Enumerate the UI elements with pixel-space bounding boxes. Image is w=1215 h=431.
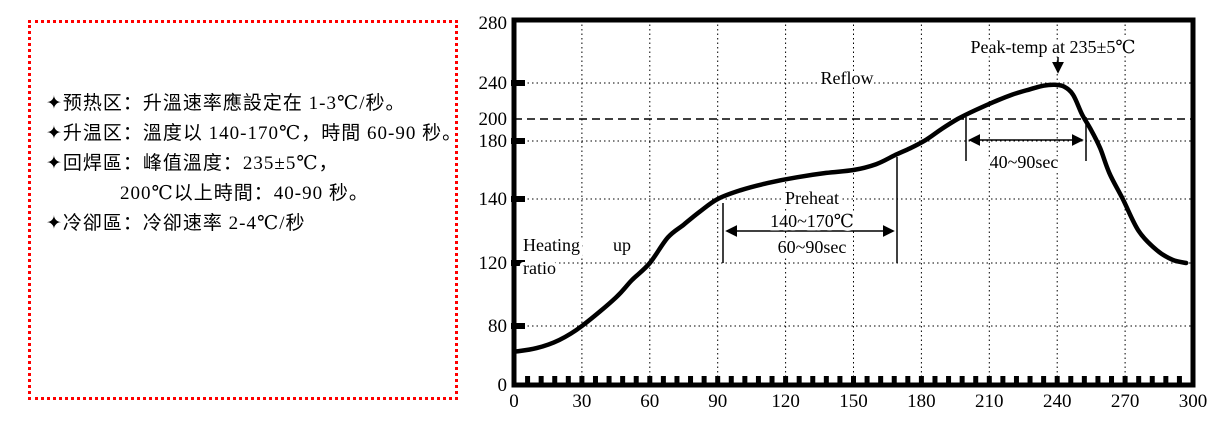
x-tick-label: 240 xyxy=(1043,391,1072,412)
x-minor-tick xyxy=(973,376,979,383)
y-axis-tick xyxy=(511,260,525,266)
x-minor-tick xyxy=(1095,376,1101,383)
x-minor-tick xyxy=(959,376,965,383)
x-minor-tick xyxy=(565,376,571,383)
chart-svg: 0 30 60 90 120 150 180 210 240 270 300280240200180… xyxy=(479,13,1208,412)
x-minor-tick xyxy=(864,376,870,383)
x-minor-tick xyxy=(891,376,897,383)
y-axis-tick xyxy=(511,196,525,202)
x-minor-tick xyxy=(1013,376,1019,383)
x-minor-tick xyxy=(932,376,938,383)
y-tick-label: 140 xyxy=(479,189,508,210)
notes-panel: ✦预热区：升溫速率應設定在 1-3℃/秒。 ✦升温区：溫度以 140-170℃，… xyxy=(28,20,463,400)
x-minor-tick xyxy=(837,376,843,383)
notes-text-block: ✦预热区：升溫速率應設定在 1-3℃/秒。 ✦升温区：溫度以 140-170℃，… xyxy=(31,23,463,239)
y-tick-label: 240 xyxy=(479,73,508,94)
y-tick-label: 180 xyxy=(479,131,508,152)
x-minor-tick xyxy=(1081,376,1087,383)
x-minor-tick xyxy=(905,376,911,383)
reflow-zone-label: Reflow xyxy=(821,68,874,88)
note-line-ramp-zone: ✦升温区：溫度以 140-170℃，時間 60-90 秒。 xyxy=(46,123,463,144)
x-minor-tick xyxy=(606,376,612,383)
x-minor-tick xyxy=(579,376,585,383)
x-minor-tick xyxy=(1000,376,1006,383)
x-minor-tick xyxy=(769,376,775,383)
y-axis-tick xyxy=(511,323,525,329)
heating-ratio-label: ratio xyxy=(523,258,556,278)
note-line-reflow-zone: ✦回焊區：峰值溫度：235±5℃， xyxy=(46,153,339,174)
y-tick-label: 120 xyxy=(479,253,508,274)
preheat-label: Preheat xyxy=(785,188,839,208)
note-line-above-200: 200℃以上時間：40-90 秒。 xyxy=(120,183,369,204)
x-minor-tick xyxy=(946,376,952,383)
x-minor-tick xyxy=(796,376,802,383)
x-minor-tick xyxy=(918,376,924,383)
preheat-range-label: 140~170℃ xyxy=(770,211,854,231)
annotation-layer: Reflow Peak-temp at 235±5℃ Preheat 140~1… xyxy=(520,34,1139,282)
y-tick-label: 280 xyxy=(479,13,508,34)
x-minor-tick xyxy=(701,376,707,383)
x-minor-tick xyxy=(633,376,639,383)
x-minor-tick xyxy=(986,376,992,383)
x-minor-tick xyxy=(660,376,666,383)
temperature-profile-curve xyxy=(511,82,1189,355)
x-tick-label: 60 xyxy=(640,391,659,412)
x-minor-tick xyxy=(1109,376,1115,383)
x-minor-tick xyxy=(1122,376,1128,383)
x-minor-tick xyxy=(742,376,748,383)
x-minor-tick xyxy=(538,376,544,383)
x-tick-label: 180 xyxy=(907,391,936,412)
x-minor-tick xyxy=(525,376,531,383)
reflow-profile-chart: 0 30 60 90 120 150 180 210 240 270 300 280 240 200 180… xyxy=(460,0,1215,426)
x-minor-tick xyxy=(783,376,789,383)
x-minor-tick xyxy=(1068,376,1074,383)
grid-layer xyxy=(514,20,1193,385)
x-tick-label: 150 xyxy=(839,391,868,412)
preheat-duration-label: 60~90sec xyxy=(778,237,847,257)
x-minor-tick xyxy=(755,376,761,383)
x-minor-tick xyxy=(878,376,884,383)
axis-ticks-layer xyxy=(511,80,1182,383)
note-line-preheat-zone: ✦预热区：升溫速率應設定在 1-3℃/秒。 xyxy=(46,93,406,114)
x-minor-tick xyxy=(674,376,680,383)
x-tick-label: 270 xyxy=(1111,391,1140,412)
x-minor-tick xyxy=(823,376,829,383)
x-minor-tick xyxy=(1027,376,1033,383)
heating-up-label: up xyxy=(613,235,631,255)
y-tick-label: 80 xyxy=(488,316,507,337)
x-minor-tick xyxy=(1149,376,1155,383)
x-minor-tick xyxy=(647,376,653,383)
heating-label: Heating xyxy=(523,235,580,255)
x-minor-tick xyxy=(552,376,558,383)
y-tick-label: 0 xyxy=(498,375,508,396)
x-minor-tick xyxy=(851,376,856,383)
x-minor-tick xyxy=(1163,376,1169,383)
tick-labels-layer: 0 30 60 90 120 150 180 210 240 270 300280240200180… xyxy=(479,13,1208,412)
y-axis-tick xyxy=(511,138,525,144)
x-minor-tick xyxy=(620,376,626,383)
x-tick-label: 120 xyxy=(771,391,800,412)
x-minor-tick xyxy=(1054,376,1060,383)
above200-duration-label: 40~90sec xyxy=(990,152,1059,172)
x-tick-label: 210 xyxy=(975,391,1004,412)
x-minor-tick xyxy=(592,376,598,383)
x-tick-label: 300 xyxy=(1179,391,1208,412)
x-minor-tick xyxy=(1136,376,1142,383)
x-minor-tick xyxy=(728,376,734,383)
x-tick-label: 30 xyxy=(572,391,591,412)
peak-temp-label: Peak-temp at 235±5℃ xyxy=(971,37,1136,57)
x-minor-tick xyxy=(1176,376,1182,383)
x-tick-label: 90 xyxy=(708,391,727,412)
note-line-cooling-zone: ✦冷卻區：冷卻速率 2-4℃/秒 xyxy=(46,213,306,234)
x-minor-tick xyxy=(715,376,721,383)
x-tick-label: 0 xyxy=(509,391,519,412)
x-minor-tick xyxy=(688,376,694,383)
x-minor-tick xyxy=(1041,376,1047,383)
y-axis-tick xyxy=(511,80,525,86)
x-minor-tick xyxy=(810,376,816,383)
y-tick-label: 200 xyxy=(479,109,508,130)
plot-frame xyxy=(511,17,1196,388)
